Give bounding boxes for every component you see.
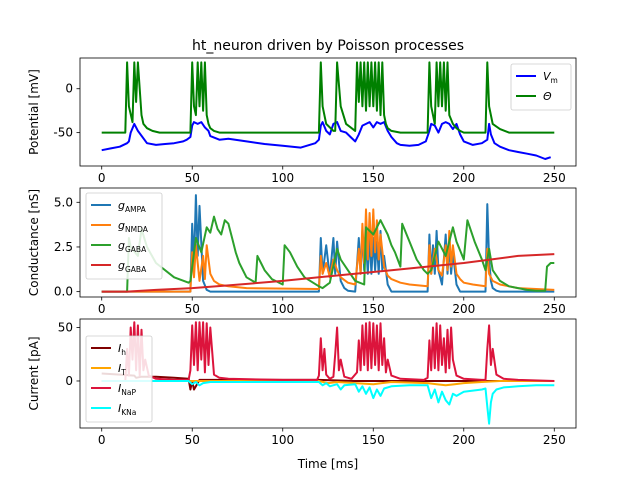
y-axis-label-conductance: Conductance [nS] <box>27 189 41 296</box>
legend-label-potential-0: Vm <box>543 70 558 85</box>
series-line-current-2 <box>101 321 555 382</box>
series-line-conductance-2 <box>101 215 555 293</box>
panel-conductance: 0 50 100 150 200 250 0.0 2.5 5.0 Conductance [nS]… <box>27 187 577 316</box>
legend-label-current-2: INaP <box>118 382 136 397</box>
legend-label-current-3: IKNa <box>118 402 136 417</box>
panel-current: 0 50 100 150 200 250 0 50 Current [pA] Ih IT INaP IK… <box>27 318 577 447</box>
x-tick-label-potential: 100 <box>271 171 294 185</box>
x-tick-label-current: 50 <box>185 433 200 447</box>
x-tick-label-potential: 250 <box>543 171 566 185</box>
x-tick-label-potential: 150 <box>362 171 385 185</box>
x-tick-label-current: 0 <box>98 433 106 447</box>
y-tick-label-potential: 0 <box>65 82 73 96</box>
series-line-conductance-3 <box>101 253 555 293</box>
legend-frame-potential <box>510 63 572 111</box>
x-axis-label: Time [ms] <box>297 457 359 471</box>
x-tick-label-current: 200 <box>452 433 475 447</box>
y-tick-label-conductance: 2.5 <box>54 240 73 254</box>
panel-frame-potential <box>79 57 577 167</box>
y-axis-label-current: Current [pA] <box>27 336 41 410</box>
legend-potential: Vm Θ <box>510 63 572 111</box>
x-tick-label-conductance: 100 <box>271 302 294 316</box>
y-axis-label-potential: Potential [mV] <box>27 69 41 155</box>
legend-label-potential-1: Θ <box>543 90 552 103</box>
y-tick-label-potential: -50 <box>53 126 73 140</box>
x-tick-label-current: 150 <box>362 433 385 447</box>
legend-label-conductance-0: gAMPA <box>118 199 147 214</box>
x-tick-label-conductance: 0 <box>98 302 106 316</box>
legend-conductance: gAMPA gNMDA gGABA gGABA <box>85 192 163 280</box>
legend-label-current-1: IT <box>118 362 126 377</box>
legend-label-conductance-1: gNMDA <box>118 219 149 234</box>
legend-label-conductance-2: gGABA <box>118 239 147 254</box>
legend-label-current-0: Ih <box>118 342 126 357</box>
series-line-current-3 <box>101 380 555 425</box>
panel-frame-current <box>79 318 577 429</box>
x-tick-label-conductance: 250 <box>543 302 566 316</box>
panel-frame-conductance <box>79 187 577 298</box>
legend-label-conductance-3: gGABA <box>118 259 147 274</box>
y-tick-label-current: 0 <box>65 374 73 388</box>
legend-frame-conductance <box>85 192 163 280</box>
panel-potential: 0 50 100 150 200 250 -50 0 Potential [mV] Vm Θ <box>27 57 577 185</box>
chart-panels: 0 50 100 150 200 250 -50 0 Potential [mV] Vm Θ 0 50 1… <box>27 57 577 447</box>
y-tick-label-conductance: 0.0 <box>54 285 73 299</box>
x-tick-label-current: 250 <box>543 433 566 447</box>
x-tick-label-current: 100 <box>271 433 294 447</box>
series-line-potential-0 <box>101 121 552 160</box>
chart-title: ht_neuron driven by Poisson processes <box>192 38 464 54</box>
y-tick-label-conductance: 5.0 <box>54 195 73 209</box>
y-tick-label-current: 50 <box>58 321 73 335</box>
x-tick-label-potential: 0 <box>98 171 106 185</box>
legend-frame-current <box>85 335 153 423</box>
series-line-potential-1 <box>101 61 555 134</box>
x-tick-label-potential: 50 <box>185 171 200 185</box>
x-tick-label-conductance: 50 <box>185 302 200 316</box>
series-line-conductance-1 <box>101 208 555 293</box>
x-tick-label-conductance: 150 <box>362 302 385 316</box>
x-tick-label-conductance: 200 <box>452 302 475 316</box>
x-tick-label-potential: 200 <box>452 171 475 185</box>
legend-current: Ih IT INaP IKNa <box>85 335 153 423</box>
